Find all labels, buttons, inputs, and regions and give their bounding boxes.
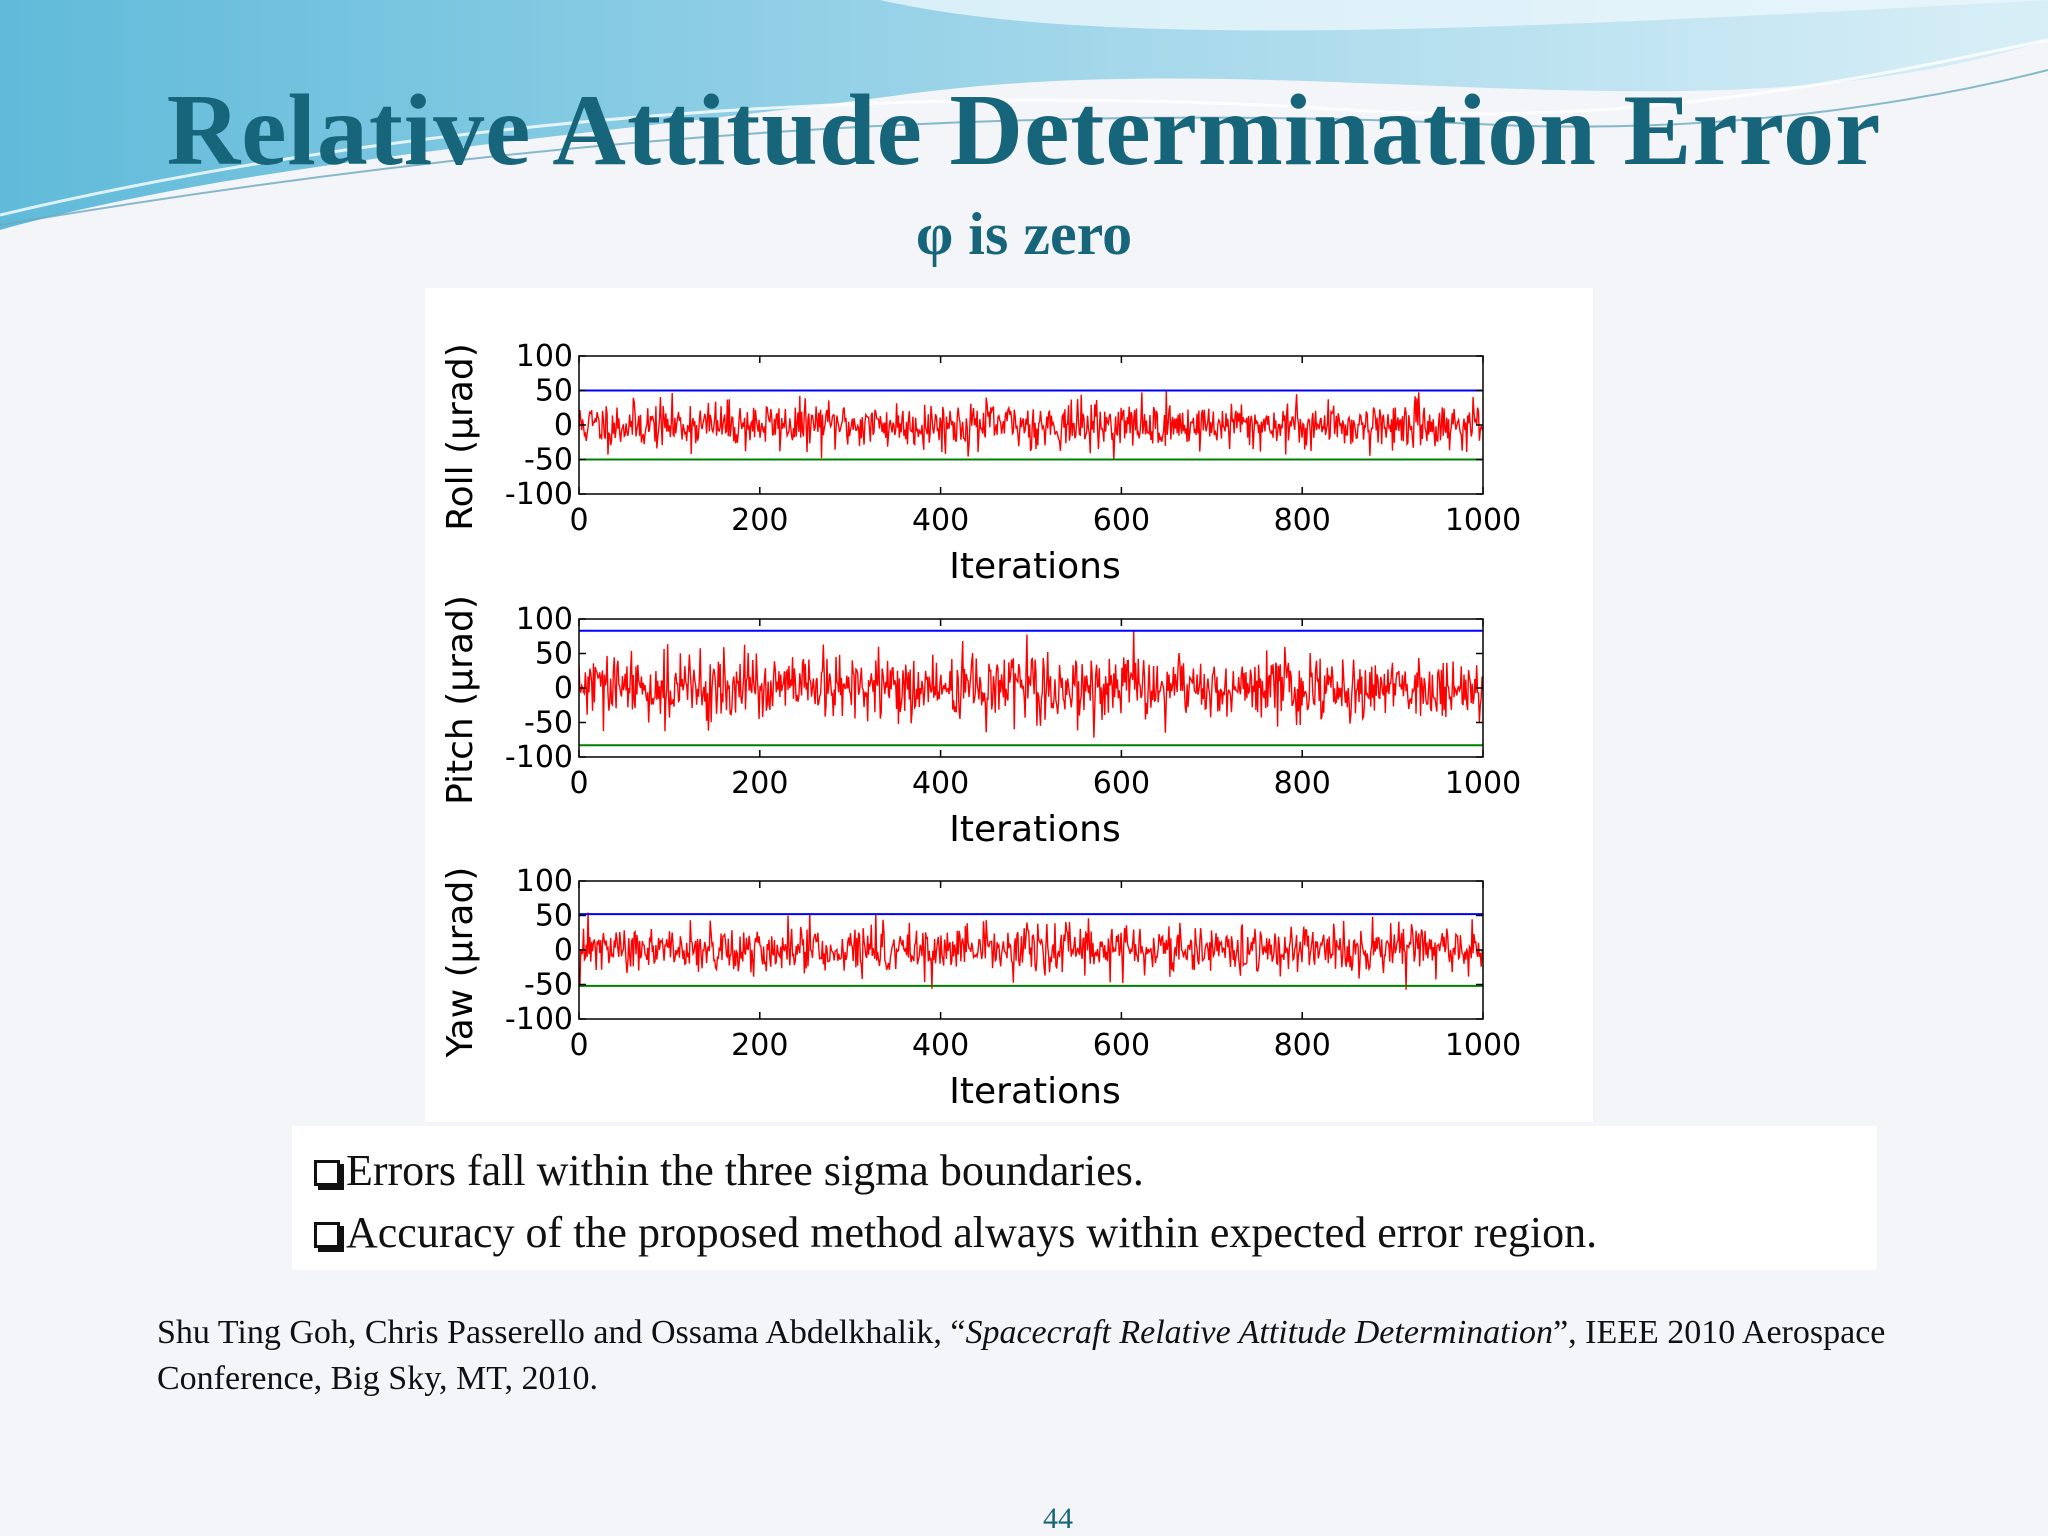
x-tick-label: 0: [569, 1028, 588, 1063]
x-tick-label: 600: [1093, 503, 1150, 538]
x-tick-label: 400: [912, 766, 969, 801]
reference-paper-title: Spacecraft Relative Attitude Determinati…: [965, 1314, 1554, 1351]
reference-authors: Shu Ting Goh, Chris Passerello and Ossam…: [157, 1314, 966, 1351]
reference-venue: ”, IEEE 2010 Aerospace Conference, Big S…: [157, 1314, 1886, 1397]
y-tick-label: -50: [524, 968, 573, 1003]
bullet-item: Errors fall within the three sigma bound…: [314, 1140, 1877, 1202]
x-tick-label: 800: [1274, 503, 1331, 538]
x-tick-label: 200: [731, 503, 788, 538]
y-tick-label: 50: [535, 374, 573, 409]
plot-background: [579, 619, 1483, 757]
y-tick-label: -50: [524, 443, 573, 478]
x-tick-label: 600: [1093, 766, 1150, 801]
x-tick-label: 800: [1274, 1028, 1331, 1063]
chart-area: 0 200 400 600 800 1000 100 50 0 -50 -100 Iterations…: [425, 288, 1593, 1122]
checkbox-bullet-icon: [314, 1160, 340, 1186]
y-tick-label: 100: [516, 339, 573, 374]
error-series-line: [579, 631, 1483, 738]
checkbox-bullet-icon: [314, 1222, 340, 1248]
y-tick-label: -50: [524, 706, 573, 741]
y-tick-label: -100: [505, 477, 573, 512]
y-tick-label: 0: [554, 408, 573, 443]
y-tick-label: 0: [554, 933, 573, 968]
slide-subtitle: φ is zero: [915, 201, 1133, 267]
x-axis-label: Iterations: [949, 546, 1120, 587]
y-axis-label: Yaw (µrad): [440, 867, 481, 1059]
reference-citation: Shu Ting Goh, Chris Passerello and Ossam…: [157, 1310, 1927, 1402]
x-tick-label: 600: [1093, 1028, 1150, 1063]
y-tick-label: 0: [554, 671, 573, 706]
slide-title: Relative Attitude Determination Error: [166, 74, 1882, 187]
y-axis-label: Pitch (µrad): [440, 595, 481, 805]
bullet-text: Errors fall within the three sigma bound…: [346, 1146, 1144, 1195]
error-series-line: [579, 912, 1483, 990]
y-tick-label: 100: [516, 864, 573, 899]
y-axis-label: Roll (µrad): [440, 343, 481, 531]
header-wave-decoration: [0, 0, 2048, 230]
x-tick-label: 0: [569, 766, 588, 801]
x-tick-label: 200: [731, 766, 788, 801]
bullet-text: Accuracy of the proposed method always w…: [346, 1208, 1598, 1257]
x-tick-label: 1000: [1445, 503, 1521, 538]
charts-figure: 0 200 400 600 800 1000100500-50-100Iterations…: [440, 339, 1521, 1112]
y-tick-label: -100: [505, 740, 573, 775]
x-tick-label: 800: [1274, 766, 1331, 801]
x-axis-label: Iterations: [949, 809, 1120, 850]
x-tick-label: 400: [912, 1028, 969, 1063]
error-series-line: [579, 390, 1483, 461]
y-tick-label: -100: [505, 1002, 573, 1037]
bullet-item: Accuracy of the proposed method always w…: [314, 1202, 1877, 1264]
page-number: 44: [1043, 1502, 1073, 1535]
y-tick-label: 50: [535, 899, 573, 934]
x-tick-label: 1000: [1445, 766, 1521, 801]
x-tick-label: 0: [569, 503, 588, 538]
x-axis-label: Iterations: [949, 1071, 1120, 1112]
x-tick-label: 200: [731, 1028, 788, 1063]
bullet-list: Errors fall within the three sigma bound…: [292, 1126, 1877, 1270]
x-tick-label: 400: [912, 503, 969, 538]
y-tick-label: 50: [535, 637, 573, 672]
x-tick-label: 1000: [1445, 1028, 1521, 1063]
y-tick-label: 100: [516, 602, 573, 637]
